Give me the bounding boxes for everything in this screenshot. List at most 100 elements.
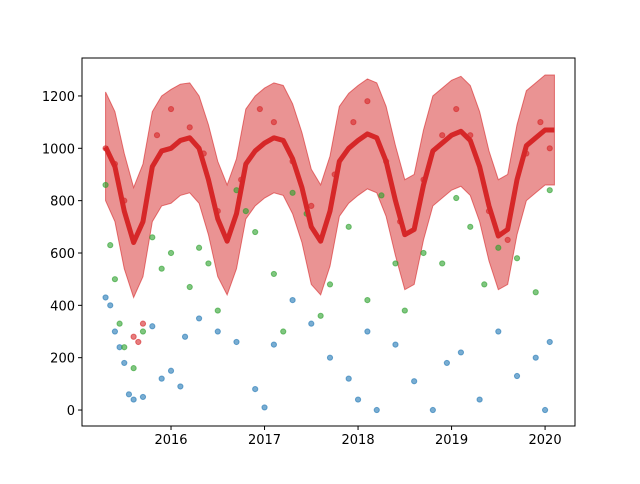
point	[457, 349, 465, 356]
point	[158, 265, 165, 272]
point	[195, 244, 203, 251]
point	[546, 338, 553, 346]
point	[256, 105, 263, 113]
point	[467, 223, 474, 230]
point	[541, 406, 549, 414]
point	[495, 244, 502, 251]
point	[252, 385, 259, 393]
point	[167, 367, 175, 374]
point	[364, 297, 371, 304]
point	[326, 354, 334, 361]
point	[317, 312, 324, 319]
y-tick-label: 200	[50, 352, 75, 367]
point	[378, 192, 385, 199]
point	[107, 242, 114, 249]
point	[139, 320, 147, 327]
point	[513, 255, 521, 262]
y-tick-label: 400	[50, 299, 75, 314]
point	[135, 338, 142, 346]
x-tick-label: 2017	[248, 433, 281, 448]
point	[345, 375, 352, 382]
point	[111, 328, 119, 335]
y-tick-label: 800	[50, 195, 75, 210]
point	[392, 341, 399, 348]
point	[345, 223, 352, 230]
point	[289, 297, 296, 304]
point	[252, 228, 259, 236]
point	[181, 333, 189, 340]
point	[270, 270, 277, 278]
point	[280, 328, 287, 335]
point	[481, 281, 488, 288]
y-tick-label: 1200	[42, 90, 75, 105]
point	[139, 328, 147, 335]
point	[546, 187, 553, 194]
point	[149, 234, 156, 241]
point	[476, 396, 483, 403]
point	[130, 365, 137, 372]
point	[149, 323, 156, 330]
point	[261, 404, 268, 411]
y-tick-label: 0	[67, 404, 75, 419]
point	[411, 378, 418, 385]
point	[373, 406, 380, 414]
x-tick-label: 2018	[342, 433, 375, 448]
y-tick-label: 1000	[42, 142, 75, 157]
point	[121, 359, 128, 367]
point	[429, 406, 436, 414]
plot-area	[102, 74, 555, 414]
x-tick-label: 2016	[154, 433, 187, 448]
point	[111, 276, 119, 283]
point	[350, 119, 357, 126]
point	[186, 283, 193, 291]
point	[289, 189, 296, 196]
point	[214, 328, 221, 335]
y-tick-label: 600	[50, 247, 75, 262]
trend-line	[103, 127, 555, 246]
point	[130, 333, 137, 340]
point	[158, 375, 165, 382]
point	[270, 119, 277, 126]
point	[439, 260, 446, 267]
point	[102, 181, 109, 189]
point	[364, 98, 371, 105]
point	[205, 260, 212, 267]
point	[139, 393, 147, 401]
point	[401, 307, 408, 314]
point	[121, 344, 128, 351]
point	[546, 145, 553, 152]
point	[513, 372, 521, 380]
point	[532, 354, 539, 361]
point	[177, 383, 184, 390]
point	[153, 132, 161, 139]
point	[495, 328, 502, 335]
point	[504, 236, 511, 244]
point	[107, 302, 114, 309]
point	[186, 124, 193, 131]
point	[420, 249, 427, 257]
point	[116, 320, 123, 327]
point	[102, 294, 109, 301]
confidence-band	[105, 74, 555, 299]
point	[233, 338, 240, 346]
point	[270, 341, 277, 348]
point	[167, 105, 175, 113]
x-tick-label: 2019	[435, 433, 468, 448]
x-tick-label: 2020	[529, 433, 562, 448]
point	[308, 202, 315, 209]
point	[532, 289, 539, 296]
point	[537, 119, 544, 126]
point	[242, 208, 249, 215]
point	[167, 249, 175, 257]
point	[214, 307, 221, 314]
point	[443, 359, 450, 367]
axes-frame	[81, 57, 576, 427]
point	[354, 396, 362, 403]
point	[125, 391, 133, 398]
point	[326, 281, 334, 288]
point	[308, 320, 315, 327]
point	[195, 315, 203, 322]
point	[364, 328, 371, 335]
point	[453, 194, 460, 202]
